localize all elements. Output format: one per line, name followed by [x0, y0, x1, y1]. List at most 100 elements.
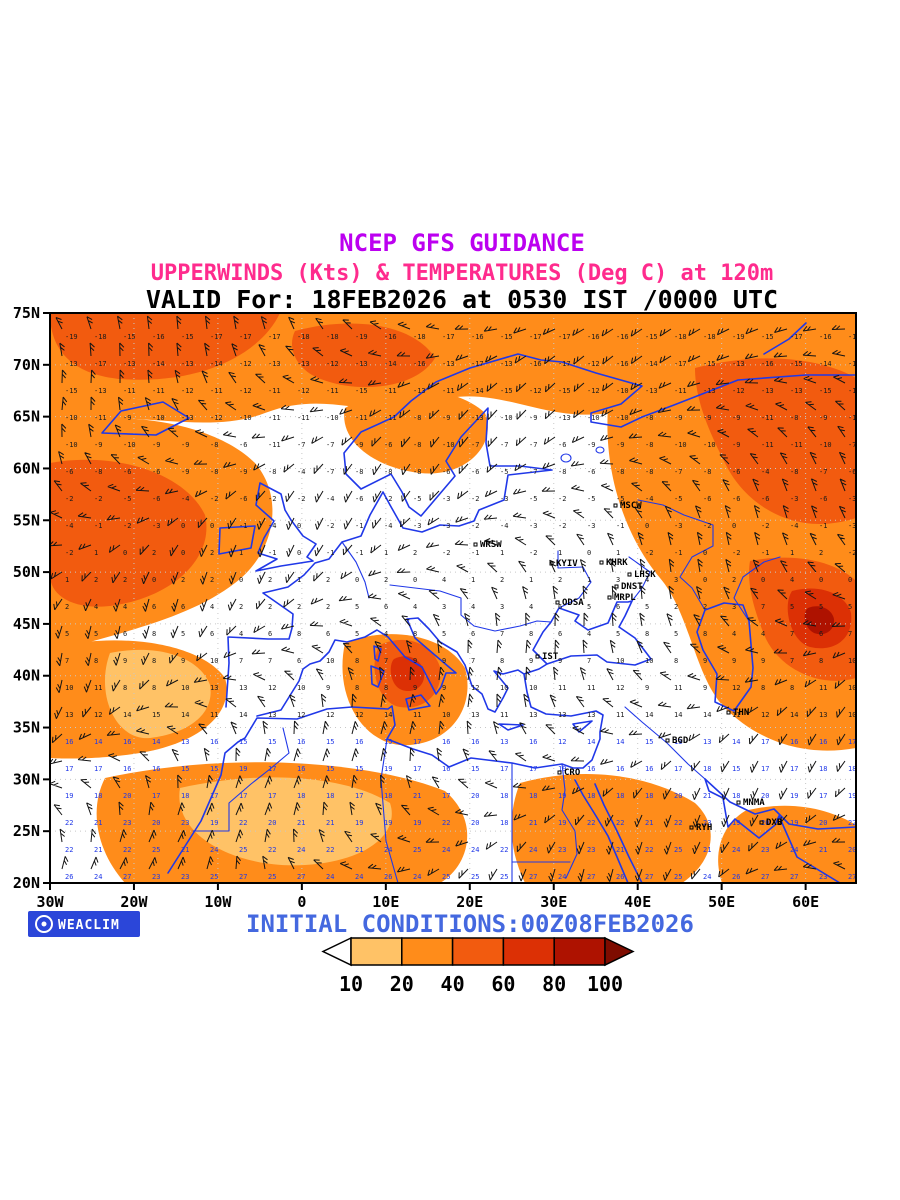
temp-value: 15 [471, 765, 479, 773]
temp-value: 23 [123, 819, 131, 827]
temp-value: 24 [442, 846, 450, 854]
temp-value: 17 [94, 765, 102, 773]
temp-value: 1 [529, 576, 533, 584]
temp-value: -14 [210, 360, 223, 368]
temp-value: 13 [529, 711, 537, 719]
temp-value: 27 [239, 873, 247, 881]
temp-value: -2 [65, 495, 73, 503]
temp-value: -15 [123, 333, 136, 341]
temp-value: -11 [123, 387, 136, 395]
lat-label: 70N [13, 356, 40, 374]
city-marker [736, 800, 741, 805]
temp-value: 18 [616, 792, 624, 800]
shade-blob [291, 323, 435, 388]
temp-value: -17 [558, 360, 571, 368]
temp-value: 1 [65, 576, 69, 584]
temp-value: -11 [355, 414, 368, 422]
temp-value: -12 [732, 387, 745, 395]
temp-value: -2 [471, 522, 479, 530]
temp-value: 9 [529, 657, 533, 665]
temp-value: -12 [587, 387, 600, 395]
temp-value: 15 [268, 738, 276, 746]
lake-ladoga [560, 453, 572, 463]
temp-value: 15 [210, 765, 218, 773]
map-frame [49, 312, 857, 884]
temp-value: -15 [819, 387, 832, 395]
temp-value: 6 [123, 630, 127, 638]
temp-value: -3 [848, 495, 856, 503]
temp-value: -8 [645, 441, 653, 449]
temp-value: 1 [587, 576, 591, 584]
temp-value: 21 [355, 846, 363, 854]
temp-value: 23 [181, 873, 189, 881]
temp-value: -4 [645, 495, 653, 503]
temp-value: 4 [210, 603, 214, 611]
temp-value: -14 [152, 360, 165, 368]
temp-value: -18 [297, 333, 310, 341]
city-marker [607, 595, 612, 600]
temp-value: 19 [384, 819, 392, 827]
temp-value: -1 [471, 549, 479, 557]
country-borders [192, 727, 571, 883]
temp-value: -2 [442, 549, 450, 557]
temp-value: -1 [239, 522, 247, 530]
temp-value: 9 [645, 684, 649, 692]
temp-value: 2 [703, 603, 707, 611]
temp-value: 8 [123, 684, 127, 692]
coastline-redsea [574, 779, 643, 883]
lat-label: 60N [13, 459, 40, 477]
temp-value: 12 [471, 684, 479, 692]
temp-value: 18 [326, 792, 334, 800]
temp-value: 22 [239, 819, 247, 827]
temp-value: 0 [732, 522, 736, 530]
temp-value: -8 [94, 468, 102, 476]
temp-value: 5 [674, 630, 678, 638]
temp-value: 12 [94, 711, 102, 719]
temp-value: 8 [529, 630, 533, 638]
temp-value: -7 [326, 468, 334, 476]
temp-value: -1 [616, 522, 624, 530]
temp-value: 18 [500, 819, 508, 827]
coastline-ireland [218, 525, 256, 555]
temp-value: 12 [616, 684, 624, 692]
temp-value: 27 [848, 873, 856, 881]
lon-label: 20E [456, 893, 483, 911]
temp-value: 13 [471, 711, 479, 719]
temp-value: 27 [645, 873, 653, 881]
temp-value: -18 [674, 333, 687, 341]
temp-value: -6 [355, 495, 363, 503]
rivers [341, 499, 781, 879]
city-marker [557, 770, 562, 775]
temp-value: 9 [442, 684, 446, 692]
temp-value: 2 [65, 603, 69, 611]
temp-value: 14 [123, 711, 131, 719]
wind-barb-field [50, 315, 847, 882]
temp-value: -17 [268, 333, 281, 341]
temp-value: 11 [94, 684, 102, 692]
temp-value: -3 [529, 522, 537, 530]
temp-value: -2 [703, 522, 711, 530]
temp-value: -16 [616, 333, 629, 341]
temp-value: -9 [703, 414, 711, 422]
temp-value: 17 [500, 765, 508, 773]
temp-value: 13 [65, 711, 73, 719]
temp-value: 17 [413, 765, 421, 773]
legend-value: 80 [542, 972, 566, 996]
temp-value: 17 [819, 792, 827, 800]
temp-value: -12 [239, 360, 252, 368]
temp-value: -17 [442, 333, 455, 341]
temp-value: 3 [674, 576, 678, 584]
temp-value: -2 [732, 549, 740, 557]
temp-value: 22 [500, 846, 508, 854]
grid-lines [50, 313, 856, 883]
temp-value: 17 [442, 792, 450, 800]
temp-value: 12 [761, 711, 769, 719]
temp-value: 4 [123, 603, 127, 611]
temp-value: -17 [558, 333, 571, 341]
temp-value: -4 [181, 495, 189, 503]
temp-value: -5 [674, 495, 682, 503]
temperature-values: -19 -18 -15 -16 -15 -17 -17 -17 -18 -18 -19 -16 -18-… [65, 333, 856, 881]
temp-value: 5 [181, 630, 185, 638]
temp-value: -11 [790, 441, 803, 449]
temp-value: -8 [384, 468, 392, 476]
